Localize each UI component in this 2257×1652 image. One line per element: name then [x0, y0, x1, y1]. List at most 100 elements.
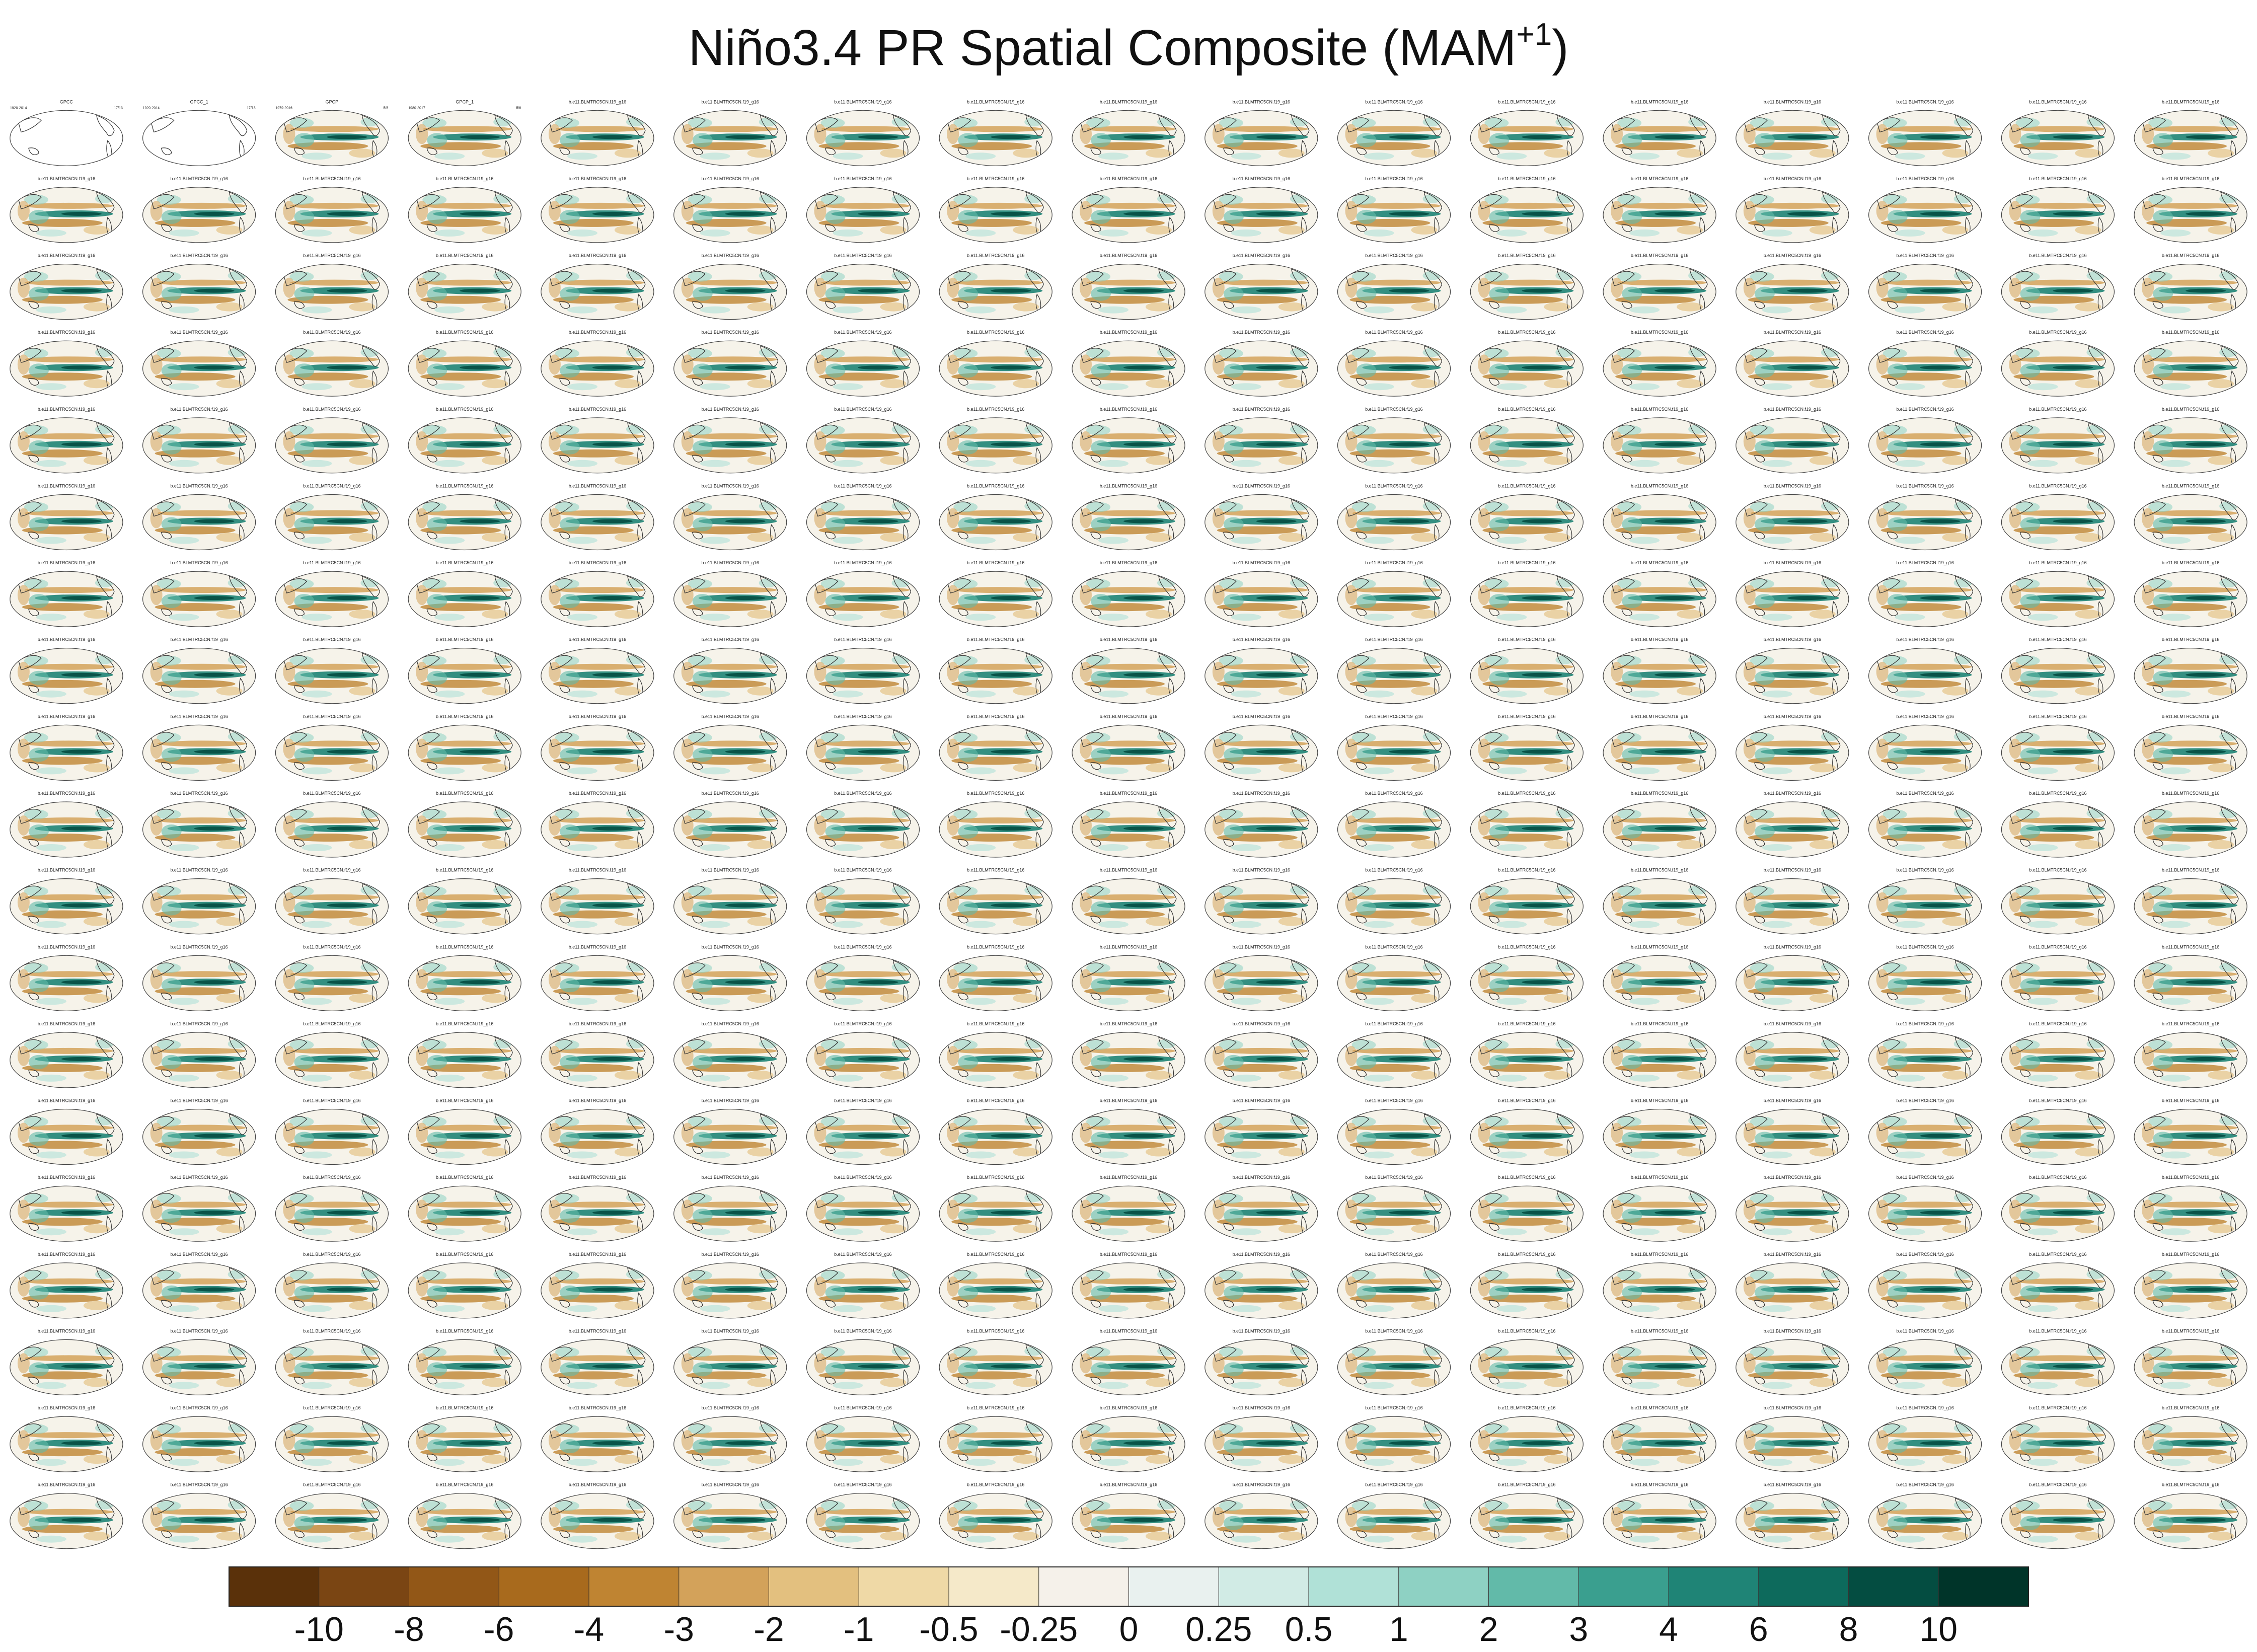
panel-title: b.e11.BLMTRC5CN.f19_g16	[38, 484, 95, 489]
map-panel: b.e11.BLMTRC5CN.f19_g16	[673, 99, 787, 166]
map-panel: b.e11.BLMTRC5CN.f19_g16	[142, 1482, 256, 1549]
map-panel: b.e11.BLMTRC5CN.f19_g16	[10, 1021, 123, 1088]
map-panel: b.e11.BLMTRC5CN.f19_g16	[408, 1098, 521, 1165]
map-panel: b.e11.BLMTRC5CN.f19_g16	[939, 944, 1052, 1011]
map-panel: b.e11.BLMTRC5CN.f19_g16	[806, 407, 920, 474]
map-panel: b.e11.BLMTRC5CN.f19_g16	[408, 484, 521, 551]
map-panel: b.e11.BLMTRC5CN.f19_g16	[2001, 1021, 2115, 1088]
panel-title: b.e11.BLMTRC5CN.f19_g16	[1498, 484, 1555, 489]
panel-title: b.e11.BLMTRC5CN.f19_g16	[1233, 330, 1290, 335]
map-panel: b.e11.BLMTRC5CN.f19_g16	[275, 1405, 389, 1472]
map-panel: b.e11.BLMTRC5CN.f19_g16	[1470, 1482, 1584, 1549]
colorbar-tick-label: 10	[1919, 1610, 1958, 1648]
panel-title: b.e11.BLMTRC5CN.f19_g16	[38, 1405, 95, 1410]
title-superscript: +1	[1516, 17, 1552, 52]
panel-title: b.e11.BLMTRC5CN.f19_g16	[436, 1252, 493, 1257]
map-panel: b.e11.BLMTRC5CN.f19_g16	[2134, 484, 2247, 551]
colorbar-segment	[1938, 1566, 2029, 1607]
map-panel: b.e11.BLMTRC5CN.f19_g16	[1868, 1482, 1982, 1549]
panel-title: b.e11.BLMTRC5CN.f19_g16	[701, 1098, 759, 1103]
panel-title: b.e11.BLMTRC5CN.f19_g16	[1498, 1252, 1555, 1257]
panel-title: b.e11.BLMTRC5CN.f19_g16	[303, 714, 360, 719]
colorbar-segment	[319, 1566, 410, 1607]
panel-title: GPCP_1	[456, 99, 474, 104]
panel-title: b.e11.BLMTRC5CN.f19_g16	[436, 1098, 493, 1103]
map-panel: b.e11.BLMTRC5CN.f19_g16	[2134, 330, 2247, 397]
panel-title: b.e11.BLMTRC5CN.f19_g16	[701, 484, 759, 489]
panel-title: b.e11.BLMTRC5CN.f19_g16	[1896, 791, 1953, 796]
panel-title: b.e11.BLMTRC5CN.f19_g16	[2029, 560, 2086, 565]
panel-title: b.e11.BLMTRC5CN.f19_g16	[170, 407, 228, 412]
map-panel: b.e11.BLMTRC5CN.f19_g16	[1337, 791, 1451, 858]
map-panel: b.e11.BLMTRC5CN.f19_g16	[275, 560, 389, 627]
map-panel: b.e11.BLMTRC5CN.f19_g16	[408, 637, 521, 704]
panel-title: b.e11.BLMTRC5CN.f19_g16	[701, 1328, 759, 1333]
panel-title: b.e11.BLMTRC5CN.f19_g16	[1896, 714, 1953, 719]
panel-title: b.e11.BLMTRC5CN.f19_g16	[834, 1252, 891, 1257]
map-panel: b.e11.BLMTRC5CN.f19_g16	[1470, 253, 1584, 320]
map-panel: b.e11.BLMTRC5CN.f19_g16	[1072, 330, 1185, 397]
panel-title: b.e11.BLMTRC5CN.f19_g16	[170, 1175, 228, 1180]
panel-title: b.e11.BLMTRC5CN.f19_g16	[38, 407, 95, 412]
map-panel: b.e11.BLMTRC5CN.f19_g16	[1337, 637, 1451, 704]
map-panel: b.e11.BLMTRC5CN.f19_g16	[275, 714, 389, 781]
panel-title: b.e11.BLMTRC5CN.f19_g16	[1498, 99, 1555, 104]
colorbar-tick-label: 2	[1479, 1610, 1498, 1648]
panel-title: b.e11.BLMTRC5CN.f19_g16	[967, 407, 1024, 412]
map-panel: b.e11.BLMTRC5CN.f19_g16	[1736, 1252, 1849, 1319]
panel-title: b.e11.BLMTRC5CN.f19_g16	[170, 1328, 228, 1333]
map-panel: b.e11.BLMTRC5CN.f19_g16	[1072, 99, 1185, 166]
panel-title: b.e11.BLMTRC5CN.f19_g16	[967, 1252, 1024, 1257]
panel-title: b.e11.BLMTRC5CN.f19_g16	[834, 99, 891, 104]
panel-title: b.e11.BLMTRC5CN.f19_g16	[701, 1175, 759, 1180]
panel-title: b.e11.BLMTRC5CN.f19_g16	[967, 1482, 1024, 1487]
panel-title: b.e11.BLMTRC5CN.f19_g16	[701, 1482, 759, 1487]
panel-title: b.e11.BLMTRC5CN.f19_g16	[834, 253, 891, 258]
map-panel: b.e11.BLMTRC5CN.f19_g16	[2134, 637, 2247, 704]
panel-title: b.e11.BLMTRC5CN.f19_g16	[2162, 99, 2219, 104]
map-panel: b.e11.BLMTRC5CN.f19_g16	[806, 560, 920, 627]
map-panel: b.e11.BLMTRC5CN.f19_g16	[1603, 99, 1716, 166]
colorbar-segment	[858, 1566, 949, 1607]
panel-title: b.e11.BLMTRC5CN.f19_g16	[2029, 1098, 2086, 1103]
map-panel: b.e11.BLMTRC5CN.f19_g16	[806, 1175, 920, 1242]
map-panel: b.e11.BLMTRC5CN.f19_g16	[142, 637, 256, 704]
map-panel: b.e11.BLMTRC5CN.f19_g16	[275, 1252, 389, 1319]
panel-title: b.e11.BLMTRC5CN.f19_g16	[967, 714, 1024, 719]
map-panel: b.e11.BLMTRC5CN.f19_g16	[806, 714, 920, 781]
map-panel: b.e11.BLMTRC5CN.f19_g16	[1470, 99, 1584, 166]
map-panel: b.e11.BLMTRC5CN.f19_g16	[673, 330, 787, 397]
panel-title: b.e11.BLMTRC5CN.f19_g16	[569, 176, 626, 181]
map-panel: b.e11.BLMTRC5CN.f19_g16	[408, 944, 521, 1011]
panel-title: b.e11.BLMTRC5CN.f19_g16	[569, 1482, 626, 1487]
map-panel: b.e11.BLMTRC5CN.f19_g16	[275, 944, 389, 1011]
map-panel: b.e11.BLMTRC5CN.f19_g16	[408, 714, 521, 781]
map-panel: b.e11.BLMTRC5CN.f19_g16	[1337, 1021, 1451, 1088]
panel-title: b.e11.BLMTRC5CN.f19_g16	[1896, 99, 1953, 104]
panel-title: b.e11.BLMTRC5CN.f19_g16	[834, 637, 891, 642]
panel-title: b.e11.BLMTRC5CN.f19_g16	[436, 407, 493, 412]
panel-title: b.e11.BLMTRC5CN.f19_g16	[1631, 560, 1688, 565]
map-panel: b.e11.BLMTRC5CN.f19_g16	[541, 407, 654, 474]
panel-title: b.e11.BLMTRC5CN.f19_g16	[1233, 1482, 1290, 1487]
map-panel: b.e11.BLMTRC5CN.f19_g16	[1205, 99, 1318, 166]
panel-title: b.e11.BLMTRC5CN.f19_g16	[2029, 1021, 2086, 1026]
panel-title: b.e11.BLMTRC5CN.f19_g16	[2162, 1098, 2219, 1103]
map-panel: b.e11.BLMTRC5CN.f19_g16	[673, 1098, 787, 1165]
map-panel: b.e11.BLMTRC5CN.f19_g16	[1072, 1252, 1185, 1319]
panel-title: b.e11.BLMTRC5CN.f19_g16	[1365, 1021, 1422, 1026]
panel-title: GPCC	[60, 99, 73, 104]
panel-title: b.e11.BLMTRC5CN.f19_g16	[1631, 1021, 1688, 1026]
map-panel: b.e11.BLMTRC5CN.f19_g16	[275, 330, 389, 397]
panel-title: b.e11.BLMTRC5CN.f19_g16	[2162, 176, 2219, 181]
colorbar-tick-label: -2	[754, 1610, 784, 1648]
panel-title: b.e11.BLMTRC5CN.f19_g16	[1631, 1175, 1688, 1180]
map-panel: b.e11.BLMTRC5CN.f19_g16	[1736, 176, 1849, 243]
panel-title: b.e11.BLMTRC5CN.f19_g16	[967, 1175, 1024, 1180]
map-panel: b.e11.BLMTRC5CN.f19_g16	[275, 1175, 389, 1242]
map-panel: b.e11.BLMTRC5CN.f19_g16	[1868, 1021, 1982, 1088]
map-panel: b.e11.BLMTRC5CN.f19_g16	[1470, 1252, 1584, 1319]
map-panel: GPCC_1 1920-2014 17/13	[142, 99, 256, 166]
panel-title: b.e11.BLMTRC5CN.f19_g16	[1100, 944, 1157, 949]
panel-title: b.e11.BLMTRC5CN.f19_g16	[1100, 1328, 1157, 1333]
